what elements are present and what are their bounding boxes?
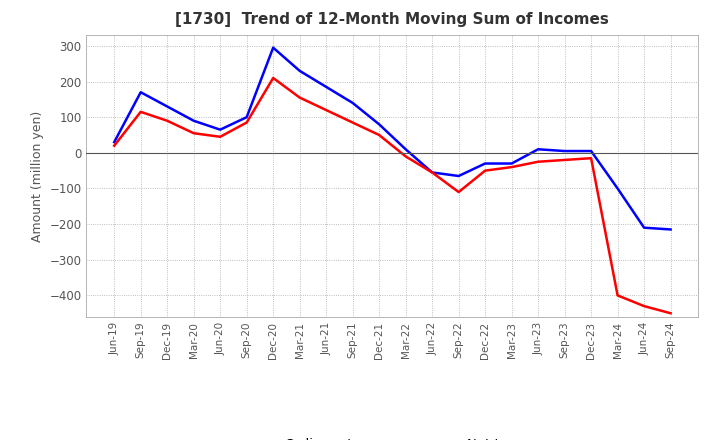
Ordinary Income	[508, 161, 516, 166]
Ordinary Income	[375, 122, 384, 127]
Ordinary Income	[163, 104, 171, 109]
Ordinary Income	[348, 100, 357, 106]
Net Income	[481, 168, 490, 173]
Net Income	[534, 159, 542, 165]
Title: [1730]  Trend of 12-Month Moving Sum of Incomes: [1730] Trend of 12-Month Moving Sum of I…	[176, 12, 609, 27]
Net Income	[666, 311, 675, 316]
Ordinary Income	[322, 84, 330, 89]
Net Income	[508, 165, 516, 170]
Ordinary Income	[428, 170, 436, 175]
Net Income	[401, 154, 410, 159]
Ordinary Income	[243, 114, 251, 120]
Net Income	[428, 170, 436, 175]
Ordinary Income	[295, 68, 304, 73]
Net Income	[269, 75, 277, 81]
Ordinary Income	[640, 225, 649, 230]
Net Income	[163, 118, 171, 123]
Legend: Ordinary Income, Net Income: Ordinary Income, Net Income	[237, 433, 548, 440]
Line: Net Income: Net Income	[114, 78, 670, 313]
Net Income	[243, 120, 251, 125]
Net Income	[348, 120, 357, 125]
Y-axis label: Amount (million yen): Amount (million yen)	[31, 110, 44, 242]
Net Income	[640, 304, 649, 309]
Net Income	[295, 95, 304, 100]
Net Income	[375, 132, 384, 138]
Net Income	[216, 134, 225, 139]
Line: Ordinary Income: Ordinary Income	[114, 48, 670, 230]
Net Income	[613, 293, 622, 298]
Ordinary Income	[136, 90, 145, 95]
Ordinary Income	[666, 227, 675, 232]
Ordinary Income	[269, 45, 277, 50]
Ordinary Income	[110, 139, 119, 145]
Ordinary Income	[587, 148, 595, 154]
Net Income	[560, 158, 569, 163]
Ordinary Income	[534, 147, 542, 152]
Net Income	[322, 107, 330, 113]
Net Income	[110, 143, 119, 148]
Ordinary Income	[454, 173, 463, 179]
Ordinary Income	[216, 127, 225, 132]
Net Income	[136, 109, 145, 114]
Net Income	[454, 189, 463, 194]
Ordinary Income	[613, 186, 622, 191]
Ordinary Income	[481, 161, 490, 166]
Net Income	[587, 155, 595, 161]
Ordinary Income	[189, 118, 198, 123]
Net Income	[189, 131, 198, 136]
Ordinary Income	[401, 147, 410, 152]
Ordinary Income	[560, 148, 569, 154]
